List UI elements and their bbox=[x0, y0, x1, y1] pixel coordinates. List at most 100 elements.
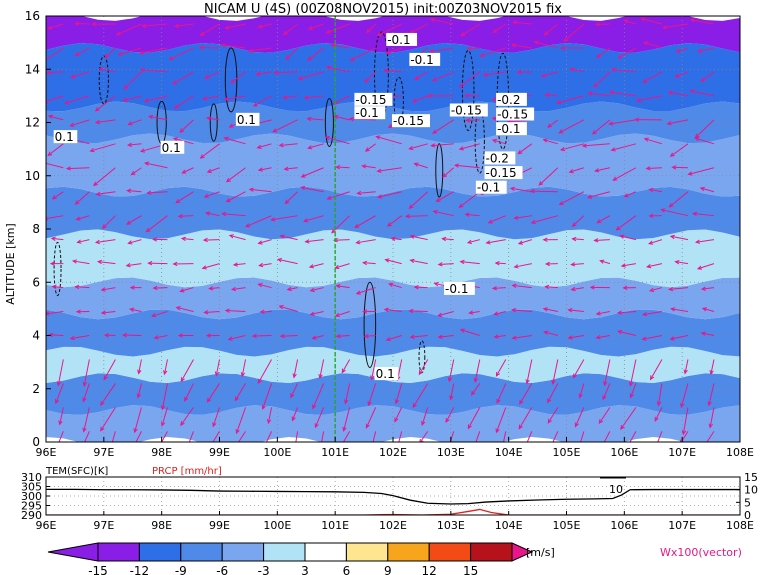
wind-vector bbox=[459, 143, 480, 150]
colorbar-tick-label: 9 bbox=[384, 564, 392, 575]
wind-vector bbox=[471, 383, 481, 396]
wind-vector bbox=[180, 359, 194, 382]
wind-vector bbox=[336, 335, 350, 337]
wind-vector-head bbox=[654, 416, 659, 422]
wind-vector bbox=[414, 286, 428, 289]
wind-vector-head bbox=[223, 136, 229, 141]
wind-vector-head bbox=[139, 67, 145, 73]
wind-vector bbox=[414, 71, 428, 80]
wind-vector-head bbox=[421, 420, 426, 427]
wind-vector-head bbox=[364, 147, 370, 152]
wind-vector bbox=[258, 23, 272, 28]
wind-vector bbox=[620, 235, 637, 241]
wind-vector-head bbox=[141, 23, 147, 29]
wind-vector-head bbox=[212, 422, 217, 428]
wind-vector-head bbox=[355, 290, 361, 295]
wind-vector bbox=[48, 115, 64, 121]
wind-vector bbox=[580, 431, 585, 442]
wind-vector bbox=[336, 285, 350, 289]
wind-vector bbox=[102, 215, 116, 229]
wind-vector bbox=[49, 334, 64, 336]
wind-vector bbox=[690, 19, 715, 25]
wind-vector bbox=[100, 407, 116, 431]
wind-vector-head bbox=[303, 95, 309, 100]
wind-vector bbox=[701, 287, 715, 290]
wind-vector bbox=[460, 261, 480, 265]
wind-vector bbox=[389, 283, 402, 289]
wind-vector-head bbox=[540, 73, 546, 78]
wind-vector-head bbox=[641, 311, 648, 317]
wind-vector-head bbox=[694, 133, 700, 139]
wind-vector bbox=[179, 119, 194, 133]
wind-vector bbox=[277, 258, 298, 265]
wind-vector bbox=[429, 47, 454, 53]
wind-vector bbox=[58, 431, 64, 442]
wind-vector-head bbox=[559, 146, 566, 152]
wind-vector-head bbox=[689, 89, 695, 94]
wind-vector-head bbox=[494, 261, 500, 266]
wind-vector bbox=[669, 287, 688, 290]
left-tick-label: 290 bbox=[21, 509, 42, 522]
wind-vector-head bbox=[413, 75, 419, 80]
wind-vector bbox=[512, 335, 532, 339]
wind-vector-head bbox=[571, 222, 577, 228]
wind-vector bbox=[326, 23, 350, 34]
wind-vector bbox=[366, 23, 376, 33]
wind-vector bbox=[460, 329, 480, 336]
wind-vector-head bbox=[257, 378, 262, 384]
wind-vector bbox=[126, 263, 142, 267]
wind-vector bbox=[514, 263, 532, 268]
wind-vector bbox=[518, 407, 533, 429]
wind-vector-head bbox=[282, 95, 288, 100]
colorbar-bin bbox=[138, 542, 182, 562]
contour-loop bbox=[461, 50, 475, 131]
contour-label: -0.1 bbox=[387, 33, 410, 47]
wind-vector bbox=[611, 143, 637, 151]
x-tick-label: 97E bbox=[93, 446, 114, 459]
wind-vector-head bbox=[493, 311, 499, 316]
wind-vector-head bbox=[671, 165, 677, 170]
wind-vector bbox=[513, 21, 532, 25]
wind-vector bbox=[412, 95, 428, 103]
wind-vector-head bbox=[307, 56, 312, 62]
wind-vector bbox=[128, 143, 142, 146]
wind-vector bbox=[552, 359, 559, 384]
wind-vector-head bbox=[622, 285, 628, 290]
wind-vector bbox=[184, 383, 194, 402]
wind-vector-head bbox=[354, 223, 360, 228]
wind-vector bbox=[151, 311, 168, 317]
wind-vector-head bbox=[466, 239, 473, 244]
wind-vector-head bbox=[689, 18, 695, 23]
left-tick-label: 295 bbox=[21, 500, 42, 513]
wind-vector bbox=[569, 167, 584, 173]
colorbar-tick-label: 3 bbox=[301, 564, 309, 575]
wind-vector-head bbox=[458, 83, 464, 88]
colorbar-max-arrow bbox=[511, 542, 534, 562]
wind-vector-head bbox=[172, 137, 178, 142]
wind-vector-head bbox=[290, 393, 295, 399]
wind-vector-head bbox=[199, 154, 205, 159]
wind-vector-head bbox=[470, 452, 473, 456]
wind-vector-head bbox=[517, 149, 523, 155]
wind-vector bbox=[432, 119, 454, 134]
wind-vector-head bbox=[153, 335, 159, 340]
wind-vector bbox=[547, 407, 559, 424]
wind-vector-head bbox=[147, 261, 153, 266]
colorbar-bin bbox=[387, 542, 430, 562]
wind-vector bbox=[181, 238, 194, 241]
wind-vector-head bbox=[435, 197, 441, 202]
wind-vector bbox=[386, 47, 402, 55]
wind-vector-head bbox=[599, 259, 605, 264]
wind-vector bbox=[571, 287, 584, 291]
wind-vector-head bbox=[466, 46, 472, 51]
wind-vector bbox=[700, 71, 715, 82]
wind-vector bbox=[75, 286, 90, 289]
wind-vector-head bbox=[646, 264, 652, 269]
wind-vector-head bbox=[160, 421, 166, 427]
wind-vector-head bbox=[465, 118, 471, 123]
x-tick-label: 108E bbox=[726, 446, 754, 459]
wind-vector-head bbox=[529, 189, 535, 194]
wind-vector-head bbox=[303, 218, 309, 223]
wind-vector bbox=[432, 71, 454, 82]
wind-vector-head bbox=[146, 190, 152, 195]
